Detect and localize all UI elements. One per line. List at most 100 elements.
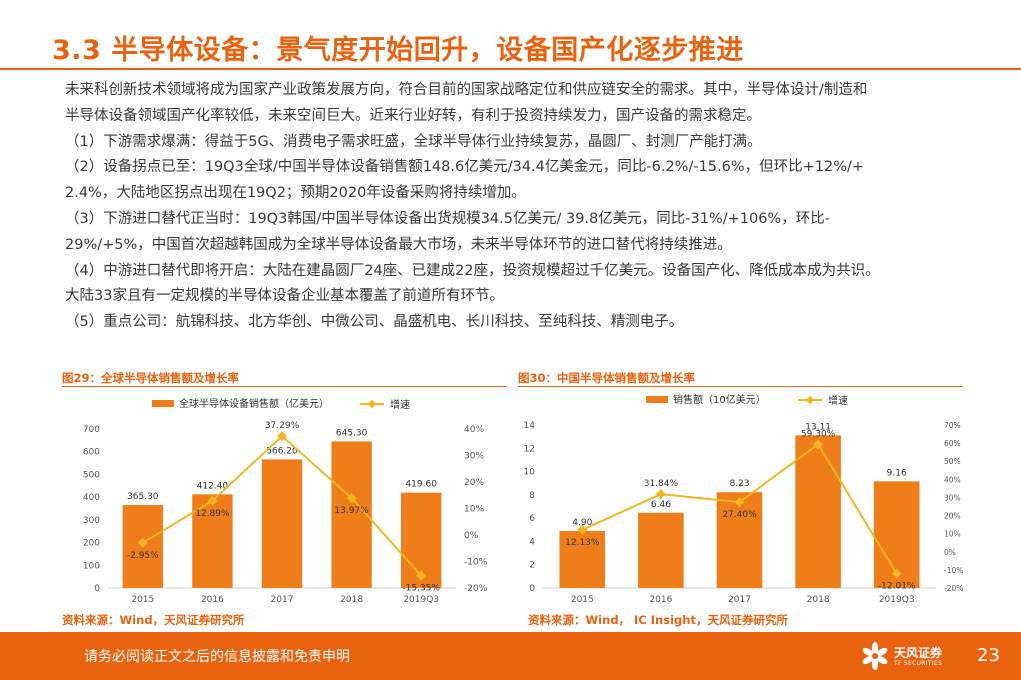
bar-value-label: 419.60 [405, 480, 437, 490]
legend-bar-label: 全球半导体设备销售额（亿美元） [179, 397, 329, 410]
y-left-tick: 100 [83, 561, 100, 571]
y-right-tick: 0% [944, 548, 956, 557]
x-category-label: 2018 [807, 595, 830, 605]
chart-1-caption: 图29：全球半导体销售额及增长率 [62, 371, 240, 385]
y-right-tick: 10% [944, 530, 961, 539]
y-right-tick: -20% [944, 584, 963, 593]
y-right-tick: 60% [944, 439, 961, 448]
growth-point [207, 495, 218, 506]
y-left-tick: 500 [83, 470, 100, 480]
chart-2-source: 资料来源：Wind， IC Insight，天风证券研究所 [528, 613, 788, 627]
growth-value-label: -15.35% [402, 584, 440, 594]
y-left-tick: 12 [524, 444, 535, 454]
paragraph-line: 29%/+5%，中国首次超越韩国成为全球半导体设备最大市场，未来半导体环节的进口… [65, 236, 732, 253]
global-sales-chart: 0 100 200 300 400 500 600 700 -20% -10% 0% 10% 20% 30… [83, 397, 488, 605]
growth-point [655, 489, 666, 500]
bar [716, 492, 763, 588]
bar-value-label: 9.16 [887, 468, 907, 478]
bar-value-label: 365.30 [127, 492, 159, 502]
logo-name: 天风证券 [894, 646, 943, 660]
y-left-tick: 4 [529, 537, 535, 547]
growth-point [891, 568, 902, 579]
y-left-tick: 600 [83, 448, 100, 458]
footer-bar: 请务必阅读正文之后的信息披露和免责申明 天风证券 TF SECURITIES 2… [0, 632, 1021, 680]
y-right-tick: 40% [944, 475, 961, 484]
disclaimer-text: 请务必阅读正文之后的信息披露和免责申明 [84, 649, 350, 665]
growth-value-label: 59.30% [801, 429, 836, 439]
bar-value-label: 8.23 [729, 479, 749, 489]
growth-value-label: 13.97% [334, 506, 369, 516]
paragraph-line: （2）设备拐点已至：19Q3全球/中国半导体设备销售额148.6亿美元/34.4… [65, 159, 865, 176]
x-category-label: 2016 [201, 595, 224, 605]
legend-bar-label: 销售额（10亿美元） [673, 393, 766, 406]
chart-1-caption-rule [62, 386, 507, 387]
x-category-label: 2016 [649, 595, 672, 605]
y-left-tick: 0 [529, 584, 535, 594]
legend-bar-swatch [646, 396, 668, 403]
y-right-tick: 0% [464, 531, 479, 541]
legend-line-label: 增速 [390, 398, 410, 411]
legend-bar-swatch [152, 400, 174, 407]
growth-value-label: 27.40% [722, 510, 757, 520]
paragraph-line: 未来科创新技术领域将成为国家产业政策发展方向，符合目前的国家战略定位和供应链安全… [65, 82, 868, 98]
x-category-label: 2019Q3 [403, 595, 439, 605]
slide-title: 3.3 半导体设备：景气度开始回升，设备国产化逐步推进 [52, 35, 744, 66]
y-right-tick: 70% [944, 421, 961, 430]
flower-icon [862, 642, 888, 670]
y-left-tick: 700 [83, 425, 100, 435]
y-right-tick: 20% [944, 512, 961, 521]
bar-value-label: 4.90 [572, 518, 592, 528]
y-left-tick: 8 [529, 491, 535, 501]
legend-line-label: 增速 [828, 394, 848, 407]
x-category-label: 2017 [728, 595, 751, 605]
bar-value-label: 6.46 [651, 500, 671, 510]
paragraph-line: 2.4%，大陆地区拐点出现在19Q2；预期2020年设备采购将持续增加。 [65, 185, 526, 202]
body-text: 未来科创新技术领域将成为国家产业政策发展方向，符合目前的国家战略定位和供应链安全… [65, 78, 965, 336]
paragraph-line: （1）下游需求爆满：得益于5G、消费电子需求旺盛，全球半导体行业持续复苏，晶圆厂… [65, 133, 762, 150]
y-right-tick: -10% [464, 558, 488, 568]
china-sales-chart: 0 2 4 6 8 10 12 14 -20% -10% 0% 10% 20% 30% 40% 50% 60% 7… [524, 393, 964, 605]
paragraph-line: 大陆33家且有一定规模的半导体设备企业基本覆盖了前道所有环节。 [65, 288, 504, 305]
bar [638, 512, 684, 588]
growth-point [137, 537, 148, 548]
x-category-label: 2019Q3 [879, 595, 915, 605]
y-left-tick: 2 [529, 561, 535, 571]
y-left-tick: 10 [524, 468, 536, 478]
y-right-tick: -10% [944, 566, 963, 575]
legend-line-marker [805, 395, 815, 405]
chart-1-source: 资料来源：Wind，天风证券研究所 [62, 613, 245, 627]
paragraph-line: （4）中游进口替代即将开启：大陆在建晶圆厂24座、已建成22座，投资规模超过千亿… [65, 262, 880, 279]
y-left-tick: 0 [94, 584, 100, 594]
y-right-tick: 30% [944, 493, 961, 502]
page-number: 23 [977, 645, 1000, 666]
chart-2-caption-rule [518, 386, 963, 387]
growth-value-label: 12.89% [195, 509, 230, 519]
bar [261, 459, 303, 588]
y-right-tick: 30% [464, 452, 484, 462]
legend-line-marker [367, 399, 377, 409]
y-right-tick: 40% [464, 425, 484, 435]
logo-subtitle: TF SECURITIES [894, 660, 943, 667]
bar [795, 435, 841, 588]
x-category-label: 2017 [271, 595, 294, 605]
y-left-tick: 300 [83, 516, 100, 526]
y-right-tick: -20% [464, 584, 488, 594]
tf-securities-logo: 天风证券 TF SECURITIES [860, 641, 960, 671]
x-category-label: 2018 [340, 595, 363, 605]
y-right-tick: 50% [944, 457, 961, 466]
bar-value-label: 13.11 [805, 422, 831, 432]
y-left-tick: 14 [524, 421, 536, 431]
growth-point [734, 497, 745, 508]
paragraph-line: （5）重点公司：航锦科技、北方华创、中微公司、晶盛机电、长川科技、至纯科技、精测… [65, 314, 684, 331]
growth-value-label: -2.95% [127, 551, 159, 561]
chart-2-caption: 图30：中国半导体销售额及增长率 [518, 371, 696, 385]
y-left-tick: 6 [529, 514, 535, 524]
bar [331, 441, 372, 588]
growth-value-label: 37.29% [265, 421, 300, 431]
growth-value-label: 31.84% [644, 479, 679, 489]
bar [559, 530, 606, 588]
y-right-tick: 10% [464, 505, 484, 515]
title-divider [0, 68, 1021, 70]
paragraph-line: （3）下游进口替代正当时：19Q3韩国/中国半导体设备出货规模34.5亿美元/ … [65, 210, 830, 227]
y-right-tick: 20% [464, 478, 484, 488]
